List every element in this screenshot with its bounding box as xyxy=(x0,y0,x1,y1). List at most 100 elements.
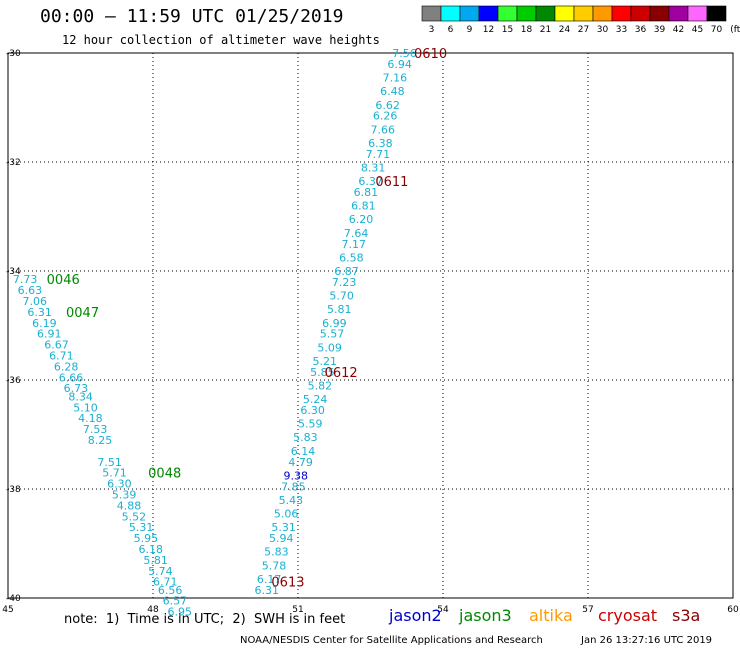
satellite-jason2: jason2 xyxy=(389,606,442,625)
wave-height-label: 7.17 xyxy=(342,238,367,251)
wave-height-label: 6.38 xyxy=(368,137,393,150)
wave-height-label: 4.79 xyxy=(288,456,313,469)
wave-height-label: 6.17 xyxy=(257,573,282,586)
legend-bin-label: 3 xyxy=(429,25,435,35)
wave-height-label: 5.94 xyxy=(269,532,294,545)
wave-height-label: 5.83 xyxy=(293,431,318,444)
wave-height-label: 7.56 xyxy=(392,47,417,60)
wave-height-label: 8.34 xyxy=(68,390,93,403)
wave-height-label: 5.59 xyxy=(298,418,323,431)
wave-height-label: 5.78 xyxy=(262,559,287,572)
wave-height-label: 7.23 xyxy=(332,276,357,289)
wave-height-label: 6.66 xyxy=(59,371,84,384)
wave-height-label: 6.30 xyxy=(300,404,325,417)
wave-height-label: 6.56 xyxy=(158,584,183,597)
lon-tick-label: 48 xyxy=(147,605,159,615)
pass-label: 0613 xyxy=(271,576,304,591)
wave-height-label: 6.73 xyxy=(64,382,88,395)
satellite-s3a: s3a xyxy=(672,606,701,625)
wave-height-label: 6.63 xyxy=(18,284,42,297)
legend-swatch xyxy=(440,5,461,22)
wave-height-label: 7.64 xyxy=(344,227,369,240)
legend-bin-label: 27 xyxy=(578,25,589,35)
lon-tick-label: 54 xyxy=(437,605,449,615)
map-title: 00:00 – 11:59 UTC 01/25/2019 xyxy=(40,6,344,27)
wave-height-label: 5.95 xyxy=(134,532,159,545)
wave-height-label: 6.26 xyxy=(373,110,398,123)
pass-label: 0612 xyxy=(325,366,358,381)
wave-height-label: 6.28 xyxy=(54,360,79,373)
wave-height-label: 6.37 xyxy=(358,175,383,188)
credit-line: NOAA/NESDIS Center for Satellite Applica… xyxy=(240,635,543,646)
wave-height-label: 5.81 xyxy=(143,554,168,567)
lat-tick-label: -38 xyxy=(6,485,21,495)
pass-label: 0611 xyxy=(375,175,408,190)
wave-height-label: 5.09 xyxy=(317,341,342,354)
satellite-cryosat: cryosat xyxy=(598,606,658,625)
wave-height-label: 8.31 xyxy=(361,161,386,174)
legend-bin-label: 36 xyxy=(635,25,647,35)
wave-height-label: 6.48 xyxy=(380,85,405,98)
timestamp: Jan 26 13:27:16 UTC 2019 xyxy=(581,635,713,646)
legend-swatch xyxy=(478,5,499,22)
legend-bin-label: 45 xyxy=(692,25,703,35)
wave-height-label: 6.94 xyxy=(387,58,412,71)
legend-swatch xyxy=(554,5,575,22)
legend-swatch xyxy=(611,5,632,22)
legend-bin-label: 39 xyxy=(654,25,666,35)
lon-tick-label: 45 xyxy=(2,605,13,615)
wave-height-label: 7.16 xyxy=(383,72,408,85)
legend-swatch xyxy=(535,5,556,22)
axis-tick-labels: 45 48 51 54 57 60 -30 -32 -34 -36 -38 -40 xyxy=(2,49,739,615)
legend-swatch xyxy=(459,5,480,22)
legend-swatch xyxy=(497,5,518,22)
legend-bin-label: 33 xyxy=(616,25,627,35)
wave-height-label: 5.57 xyxy=(320,328,345,341)
wave-height-label: 5.74 xyxy=(148,565,173,578)
wave-height-label: 7.85 xyxy=(281,480,306,493)
wave-height-label: 6.31 xyxy=(255,584,280,597)
legend-unit: (ft) xyxy=(730,25,740,35)
lat-lon-grid xyxy=(8,53,733,598)
satellite-altika: altika xyxy=(529,606,573,625)
wave-height-label: 6.18 xyxy=(139,543,164,556)
wave-height-label: 6.67 xyxy=(44,339,69,352)
map-border xyxy=(7,52,734,599)
legend-swatch xyxy=(516,5,537,22)
wave-height-label: 6.71 xyxy=(49,349,73,362)
legend-swatch xyxy=(706,5,727,22)
wave-height-label: 6.20 xyxy=(349,213,374,226)
wave-height-label: 6.58 xyxy=(339,251,364,264)
legend-bin-label: 6 xyxy=(448,25,454,35)
wave-height-label: 7.71 xyxy=(366,148,391,161)
wave-height-label: 5.70 xyxy=(329,290,354,303)
wave-height-label: 6.19 xyxy=(32,317,57,330)
pass-label: 0610 xyxy=(414,47,447,62)
pass-label: 0048 xyxy=(148,467,181,482)
wave-height-label: 6.14 xyxy=(291,445,316,458)
lon-tick-label: 60 xyxy=(727,605,739,615)
legend-bin-label: 12 xyxy=(483,25,494,35)
legend-bin-label: 15 xyxy=(502,25,513,35)
track-s3a-descending: 7.566.947.166.486.626.267.666.387.718.31… xyxy=(255,47,417,597)
wave-height-label: 5.06 xyxy=(274,508,299,521)
wave-height-label: 5.43 xyxy=(279,494,304,507)
legend-bin-label: 21 xyxy=(540,25,551,35)
altimeter-tracks: 7.566.947.166.486.626.267.666.387.718.31… xyxy=(13,47,417,619)
wave-height-label: 6.31 xyxy=(27,306,52,319)
lat-tick-label: -30 xyxy=(6,49,21,59)
wave-height-label: 5.31 xyxy=(271,521,296,534)
legend-bin-label: 42 xyxy=(673,25,684,35)
track-jason3-descending: 7.736.637.066.316.196.916.676.716.286.66… xyxy=(13,273,192,618)
wave-height-label: 5.39 xyxy=(112,488,136,501)
pass-label: 0046 xyxy=(47,273,80,288)
wave-height-label: 6.91 xyxy=(37,328,62,341)
wave-height-label: 7.06 xyxy=(23,295,48,308)
map-frame xyxy=(7,52,734,599)
wave-height-label: 6.81 xyxy=(354,186,379,199)
legend-bin-label: 18 xyxy=(521,25,533,35)
wave-height-label: 4.18 xyxy=(78,412,103,425)
wave-height-label: 6.87 xyxy=(334,265,359,278)
wave-height-label: 4.88 xyxy=(117,499,142,512)
